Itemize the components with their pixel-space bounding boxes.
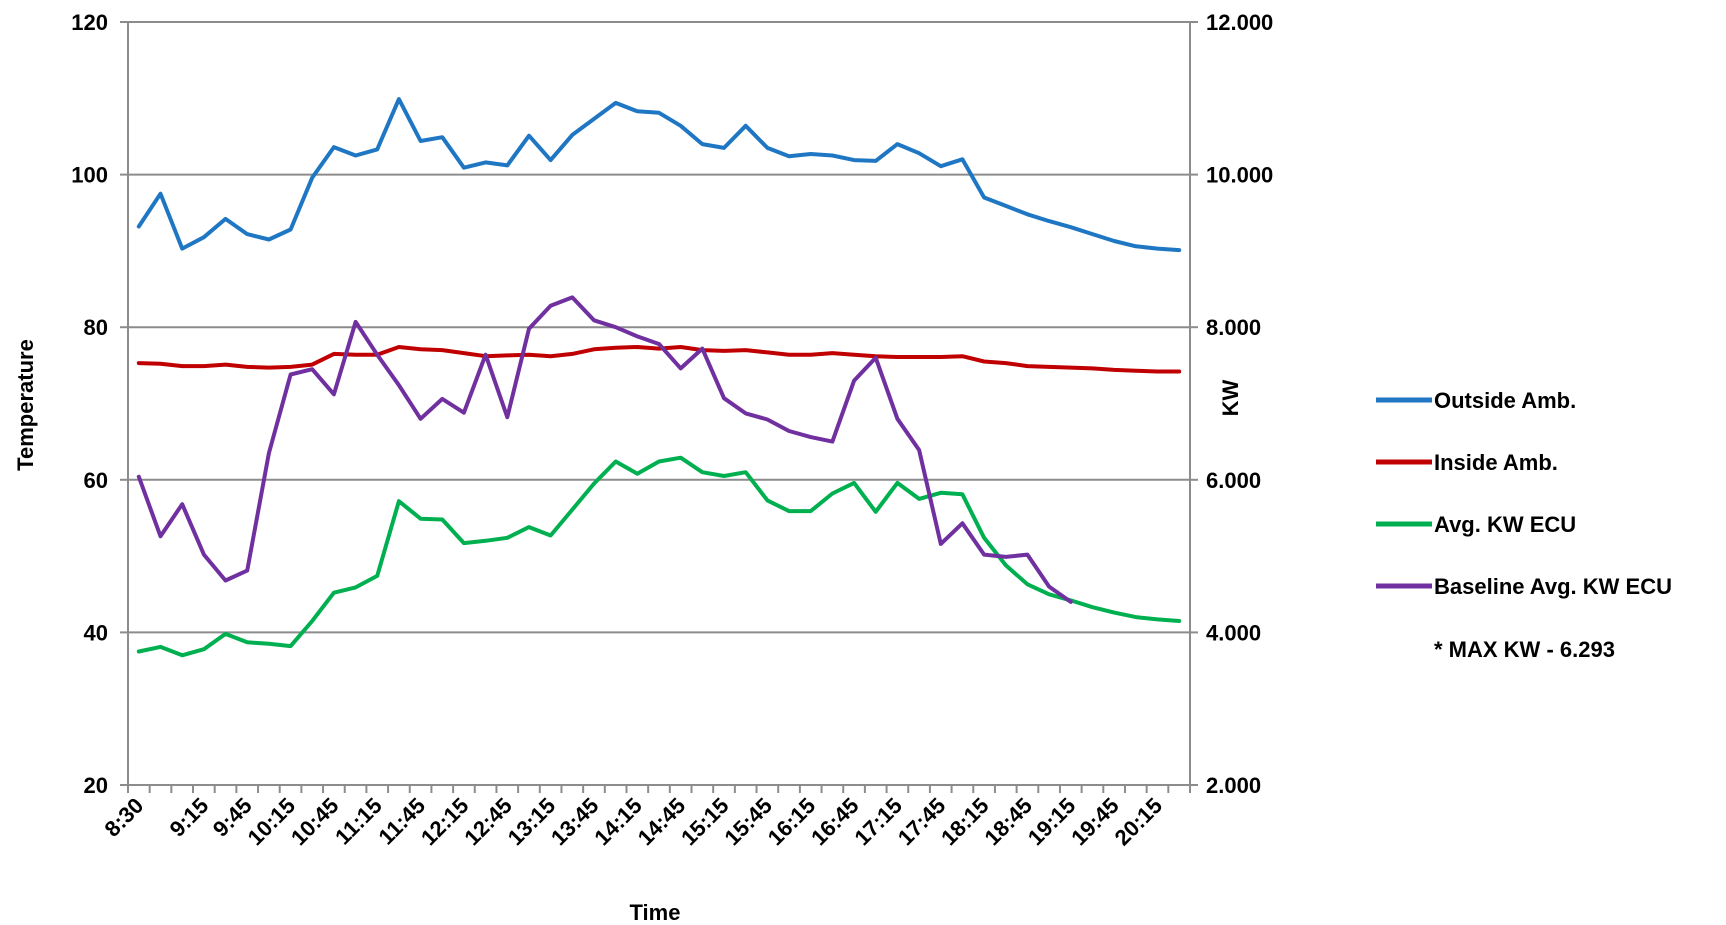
series-line-inside-amb	[136, 345, 1182, 374]
x-tick-label: 12:15	[416, 793, 473, 850]
x-tick-label: 16:45	[806, 793, 863, 850]
series-lines	[136, 97, 1182, 658]
legend-label: Inside Amb.	[1434, 450, 1558, 475]
y-tick-label: 100	[71, 163, 108, 188]
y2-tick-label: 10.000	[1206, 163, 1273, 188]
axes	[127, 22, 1191, 786]
x-tick-label: 16:15	[763, 793, 820, 850]
x-tick-label: 17:45	[893, 793, 950, 850]
x-tick-label: 9:15	[165, 793, 214, 842]
x-axis-title: Time	[630, 900, 681, 925]
legend-label: Avg. KW ECU	[1434, 512, 1576, 537]
y-tick-label: 80	[84, 315, 108, 340]
x-tick-label: 11:15	[330, 793, 387, 850]
x-axis-ticks: 8:30 9:159:4510:1510:4511:1511:4512:1512:…	[100, 785, 1191, 850]
x-tick-label: 8:30	[100, 793, 149, 842]
y2-tick-label: 6.000	[1206, 468, 1261, 493]
y2-tick-label: 2.000	[1206, 773, 1261, 798]
x-tick-label: 18:45	[980, 793, 1037, 850]
x-tick-label: 14:15	[589, 793, 646, 850]
y2-axis-title: KW	[1218, 379, 1243, 416]
x-tick-label: 19:15	[1023, 793, 1080, 850]
y-tick-label: 120	[71, 10, 108, 35]
y-axis-title: Temperature	[13, 339, 38, 471]
x-tick-label: 11:45	[374, 793, 431, 850]
legend-label: Baseline Avg. KW ECU	[1434, 574, 1672, 599]
y-tick-label: 60	[84, 468, 108, 493]
y2-tick-label: 12.000	[1206, 10, 1273, 35]
y-tick-label: 20	[84, 773, 108, 798]
x-tick-label: 13:15	[503, 793, 560, 850]
x-tick-label: 15:45	[719, 793, 776, 850]
x-tick-label: 20:15	[1110, 793, 1167, 850]
legend: Outside Amb. Inside Amb. Avg. KW ECU Baseli…	[1376, 388, 1672, 599]
max-kw-annotation: * MAX KW - 6.293	[1434, 637, 1615, 662]
series-line-outside-amb	[136, 97, 1182, 253]
x-tick-label: 12:45	[459, 793, 516, 850]
x-tick-label: 10:45	[286, 793, 343, 850]
x-tick-label: 13:45	[546, 793, 603, 850]
y2-tick-label: 4.000	[1206, 620, 1261, 645]
x-tick-label: 10:15	[243, 793, 300, 850]
x-tick-label: 17:15	[849, 793, 906, 850]
gridlines	[128, 21, 1190, 634]
legend-label: Outside Amb.	[1434, 388, 1576, 413]
left-axis-ticks: 20 40 60 80 100 120	[71, 10, 128, 798]
series-line-baseline-avg-kw-ecu	[136, 295, 1073, 604]
y2-tick-label: 8.000	[1206, 315, 1261, 340]
x-tick-label: 14:45	[633, 793, 690, 850]
y-tick-label: 40	[84, 620, 108, 645]
x-tick-label: 15:15	[676, 793, 733, 850]
right-axis-ticks: 2.000 4.000 6.000 8.000 10.000 12.000	[1190, 10, 1273, 798]
series-line-avg-kw-ecu	[136, 455, 1182, 658]
x-tick-label: 18:15	[936, 793, 993, 850]
x-tick-label: 19:45	[1066, 793, 1123, 850]
